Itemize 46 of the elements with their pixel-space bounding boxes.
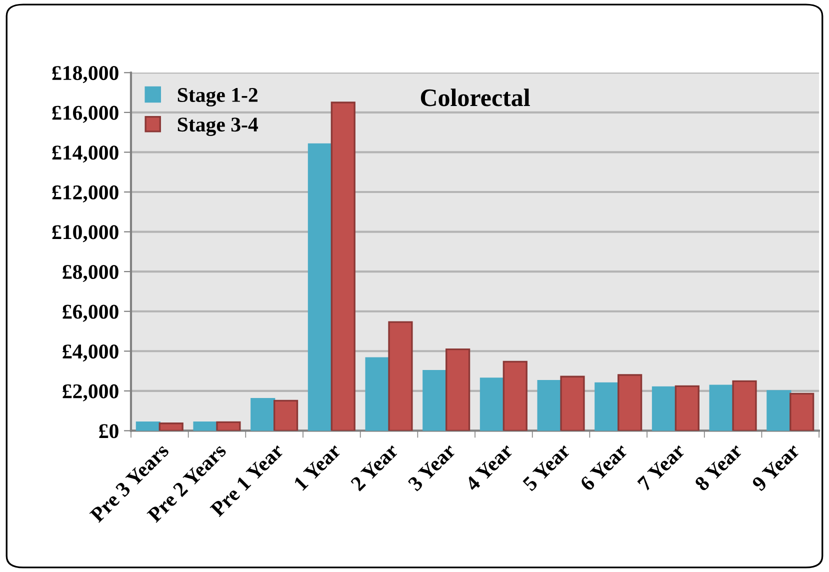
x-tick-label: 6 Year (579, 442, 628, 492)
y-tick-label: £0 (99, 424, 118, 438)
bar (250, 398, 276, 431)
y-tick-label: £16,000 (52, 106, 118, 123)
bar (365, 357, 390, 431)
bar (652, 386, 677, 431)
bar (766, 390, 792, 431)
bar (422, 370, 448, 431)
bar (480, 378, 505, 431)
bar (446, 348, 470, 431)
y-tick-label: £4,000 (62, 344, 118, 362)
bar (273, 400, 298, 431)
bar (709, 384, 734, 431)
x-tick-label: 3 Year (407, 442, 456, 492)
legend-label: Stage 3-4 (178, 118, 258, 136)
y-tick-label: £10,000 (52, 225, 118, 242)
x-tick-label: 4 Year (464, 442, 514, 492)
x-tick-label: 1 Year (293, 442, 342, 491)
bar (158, 422, 184, 431)
bar (732, 380, 757, 431)
y-tick-label: £14,000 (52, 146, 118, 163)
y-tick-label: £8,000 (62, 264, 118, 282)
chart-title: Colorectal (420, 88, 530, 106)
bar (790, 392, 814, 431)
bar (388, 321, 413, 431)
y-tick-label: £12,000 (52, 185, 118, 202)
bar (594, 382, 620, 431)
bar (560, 376, 585, 431)
x-tick-label: 5 Year (522, 442, 572, 492)
bar (216, 421, 241, 431)
bar (308, 143, 333, 431)
legend-label: Stage 1-2 (178, 88, 258, 106)
bar (618, 374, 642, 431)
bar (193, 422, 218, 431)
bar (537, 380, 562, 431)
y-tick-label: £2,000 (62, 384, 118, 402)
bar (330, 102, 356, 431)
bar (502, 360, 528, 431)
x-tick-label: 2 Year (350, 442, 400, 492)
bar (136, 422, 160, 431)
x-tick-label: 8 Year (694, 442, 744, 492)
y-tick-label: £6,000 (62, 304, 118, 322)
x-tick-label: 9 Year (751, 442, 800, 492)
bar (674, 385, 700, 431)
y-tick-label: £18,000 (52, 66, 118, 84)
x-tick-label: 7 Year (637, 442, 686, 492)
